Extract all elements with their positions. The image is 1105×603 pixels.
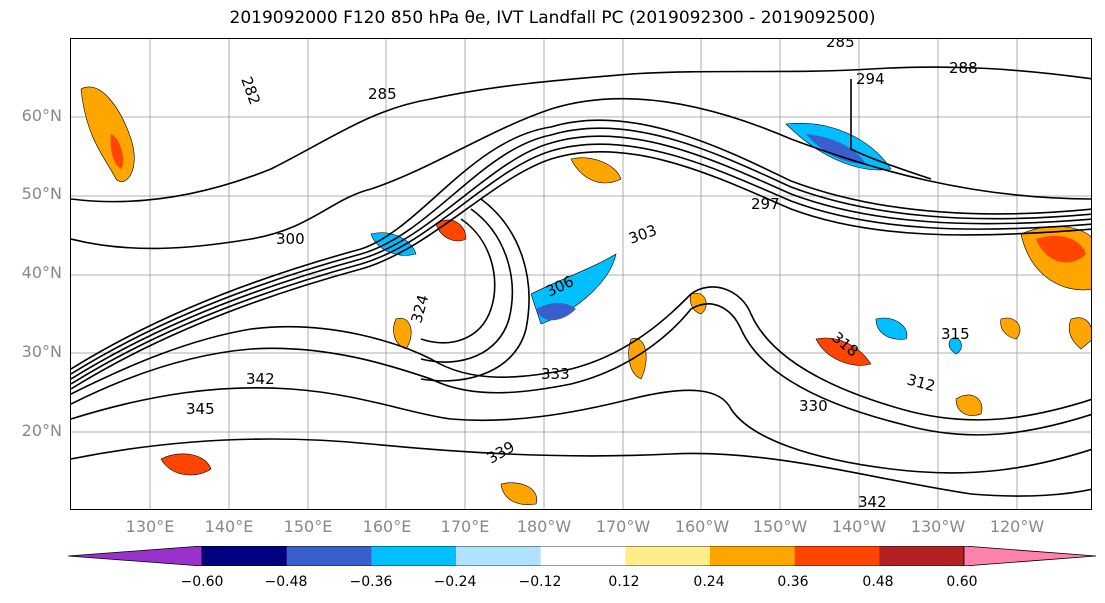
lon-label-150w: 150°W [752,517,808,536]
colorbar-tick-3: −0.36 [349,574,393,590]
lon-label-130e: 130°E [125,517,175,536]
contour-label-342-b: 342 [858,493,887,510]
lat-label-20n: 20°N [21,421,62,440]
map-canvas: 282 285 285 288 294 297 300 303 306 312 … [71,39,1091,510]
lon-label-120w: 120°W [989,517,1045,536]
contour-label-339: 339 [484,438,518,468]
contour-label-330: 330 [799,397,828,415]
contour-label-285-top: 285 [826,39,855,51]
map-title: 2019092000 F120 850 hPa θe, IVT Landfall… [229,8,876,28]
lat-label-50n: 50°N [21,184,62,203]
contour-label-285: 285 [368,85,397,103]
colorbar-segment [371,546,457,566]
contour-label-315: 315 [941,325,970,343]
lon-label-160w: 160°W [674,517,730,536]
lat-label-30n: 30°N [21,342,62,361]
lon-label-130w: 130°W [910,517,966,536]
map-panel: 282 285 285 288 294 297 300 303 306 312 … [70,38,1092,510]
lon-label-170e: 170°E [440,517,490,536]
colorbar-tick-9: 0.48 [862,574,894,590]
contour-label-312: 312 [905,370,937,395]
contour-label-345: 345 [186,400,215,418]
ivt-shading [80,86,1091,505]
lon-label-150e: 150°E [283,517,333,536]
contour-label-333: 333 [541,365,570,383]
colorbar-segment [540,546,626,566]
lat-label-40n: 40°N [21,263,62,282]
colorbar-segment [625,546,711,566]
colorbar-tick-6: 0.12 [608,574,640,590]
contour-label-294: 294 [856,70,885,88]
contour-label-303: 303 [626,221,659,248]
lon-label-140e: 140°E [204,517,254,536]
lon-label-170w: 170°W [595,517,651,536]
colorbar-segment [794,546,880,566]
colorbar [68,546,1097,566]
colorbar-tick-5: −0.12 [518,574,562,590]
colorbar-tick-7: 0.24 [693,574,725,590]
contour-label-300: 300 [276,230,305,248]
contour-label-297: 297 [751,195,780,213]
contour-label-288: 288 [949,59,978,77]
contour-label-324: 324 [407,293,432,325]
colorbar-extend-max [963,546,1097,566]
colorbar-segment [202,546,288,566]
colorbar-segment [286,546,372,566]
lon-label-140w: 140°W [831,517,887,536]
lon-label-180w: 180°W [516,517,572,536]
colorbar-tick-8: 0.36 [777,574,809,590]
contour-label-282: 282 [237,74,264,107]
colorbar-tick-2: −0.48 [264,574,308,590]
colorbar-tick-4: −0.24 [433,574,477,590]
colorbar-segments [201,546,965,566]
colorbar-tick-1: −0.60 [180,574,224,590]
colorbar-segment [879,546,965,566]
graticule [71,39,1091,509]
theta-e-contours [71,66,1091,497]
lat-label-60n: 60°N [21,106,62,125]
colorbar-tick-10: 0.60 [946,574,978,590]
colorbar-extend-min [68,546,203,566]
contour-label-342: 342 [246,370,275,388]
colorbar-segment [710,546,796,566]
lon-label-160e: 160°E [362,517,412,536]
colorbar-segment [456,546,542,566]
